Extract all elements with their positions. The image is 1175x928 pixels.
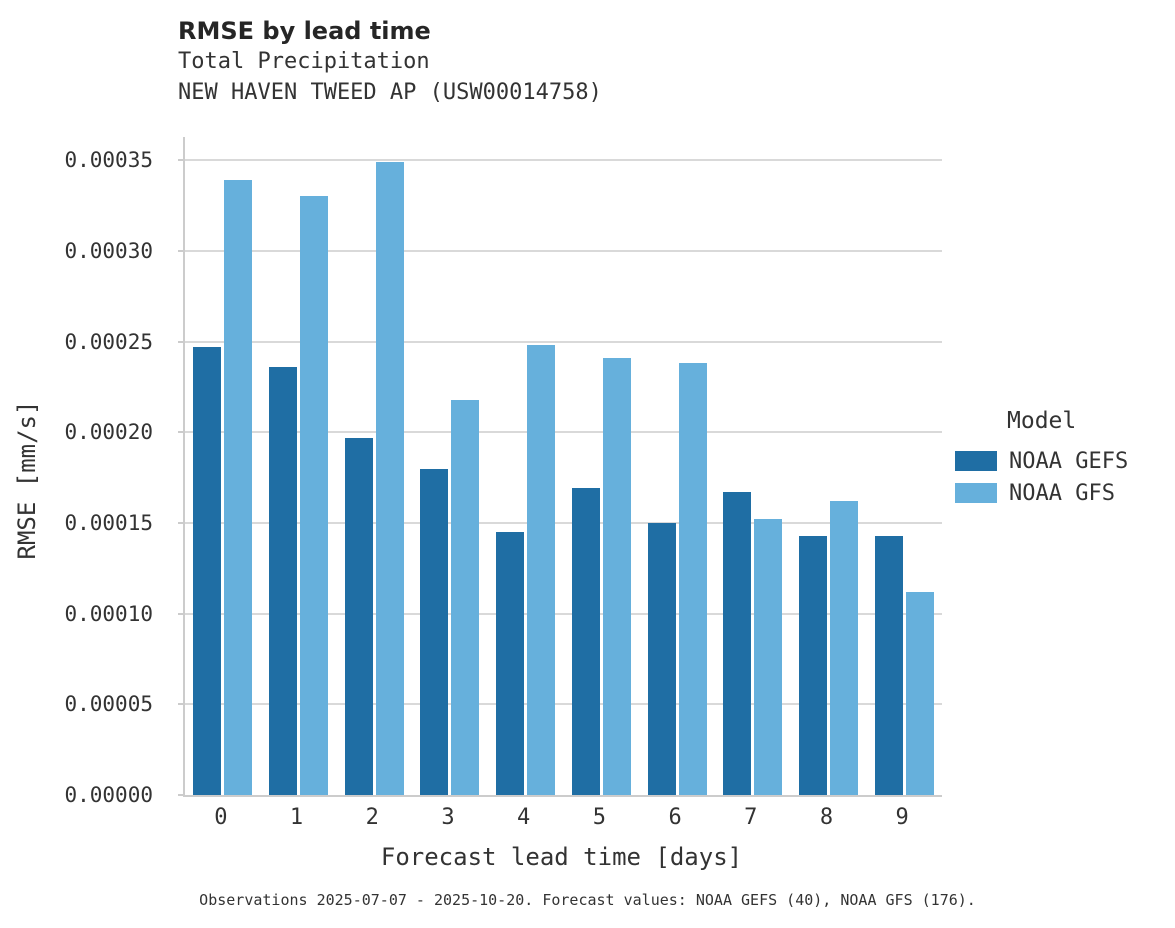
bar [451, 399, 480, 795]
x-axis-tick-label: 1 [289, 805, 304, 830]
bar [571, 488, 600, 795]
title-block: RMSE by lead time Total Precipitation NE… [178, 16, 978, 108]
bar [647, 522, 676, 795]
bar [375, 161, 404, 795]
x-axis-tick-label: 0 [214, 805, 228, 830]
page-title: RMSE by lead time [178, 17, 431, 45]
y-axis-title: RMSE [mm/s] [13, 400, 41, 560]
bar-group-7 [715, 137, 791, 795]
y-axis-tick-label: 0.00020 [64, 420, 153, 445]
bar-group-3 [412, 137, 488, 795]
bar [723, 492, 752, 795]
x-axis-title: Forecast lead time [days] [380, 843, 743, 871]
y-axis-tick-label: 0.00030 [64, 238, 153, 263]
y-axis-tick-mark [178, 612, 185, 615]
legend-item-noaa-gefs[interactable]: NOAA GEFS [955, 445, 1128, 477]
y-axis-tick-label: 0.00005 [64, 692, 153, 717]
chart-subtitle-station: NEW HAVEN TWEED AP (USW00014758) [178, 80, 602, 105]
legend-swatch-icon [955, 483, 997, 503]
legend-item-label: NOAA GFS [1009, 480, 1115, 506]
x-axis-tick-label: 9 [895, 805, 909, 830]
bar [344, 437, 373, 795]
bar [798, 535, 827, 795]
bar [754, 519, 783, 795]
plot-area [178, 137, 942, 797]
y-axis-tick-mark [178, 794, 185, 796]
x-axis-tick-label: 8 [819, 805, 834, 830]
y-axis-tick-mark [178, 340, 185, 343]
y-axis-tick-label: 0.00000 [64, 783, 153, 807]
bar-group-2 [336, 137, 412, 795]
y-axis-tick-label: 0.00010 [64, 601, 153, 626]
bar [193, 347, 222, 795]
y-axis-tick-mark [178, 521, 185, 524]
y-axis-tick-label: 0.00025 [64, 329, 153, 354]
bar [905, 591, 934, 795]
legend-title: Model [1007, 408, 1077, 434]
bar-group-8 [791, 137, 867, 795]
bar-group-6 [639, 137, 715, 795]
y-axis-tick-label: 0.00015 [64, 510, 153, 535]
bar [224, 180, 253, 795]
y-axis-tick-labels: 0.00000 0.00005 0.00010 0.00015 0.00020 0.000… [0, 137, 168, 807]
legend-swatch-icon [955, 451, 997, 471]
y-axis-tick-mark [178, 159, 185, 162]
y-axis-tick-mark [178, 703, 185, 706]
legend-item-label: NOAA GEFS [1009, 448, 1129, 474]
chart-caption: Observations 2025-07-07 - 2025-10-20. Fo… [199, 891, 976, 909]
x-axis-tick-labels: 0 1 2 3 4 5 6 7 8 9 [183, 805, 940, 830]
bar [678, 363, 707, 795]
bar-group-0 [185, 137, 261, 795]
x-axis-tick-label: 4 [517, 805, 531, 830]
bar-group-5 [564, 137, 640, 795]
bar-group-1 [261, 137, 337, 795]
bar [602, 357, 631, 795]
y-axis-tick-mark [178, 431, 185, 434]
bar [829, 501, 858, 795]
x-axis-tick-label: 3 [441, 805, 455, 830]
bar [420, 468, 449, 795]
bar [300, 196, 329, 795]
bar [496, 532, 525, 795]
y-axis-tick-mark [178, 249, 185, 252]
legend-items: NOAA GEFS NOAA GFS [955, 445, 1128, 509]
y-axis-tick-label: 0.00035 [64, 148, 153, 173]
bars-layer [185, 137, 942, 795]
x-axis-tick-label: 6 [668, 805, 682, 830]
bar-group-4 [488, 137, 564, 795]
legend: Model NOAA GEFS NOAA GFS [955, 408, 1128, 509]
bar [874, 535, 903, 795]
x-axis-tick-label: 7 [744, 805, 758, 830]
x-axis-tick-label: 2 [365, 805, 379, 830]
bar [269, 366, 298, 795]
legend-item-noaa-gfs[interactable]: NOAA GFS [955, 477, 1128, 509]
chart-subtitle-variable: Total Precipitation [178, 49, 430, 74]
bar-group-9 [866, 137, 942, 795]
x-axis-tick-label: 5 [592, 805, 606, 830]
bar [527, 345, 556, 795]
